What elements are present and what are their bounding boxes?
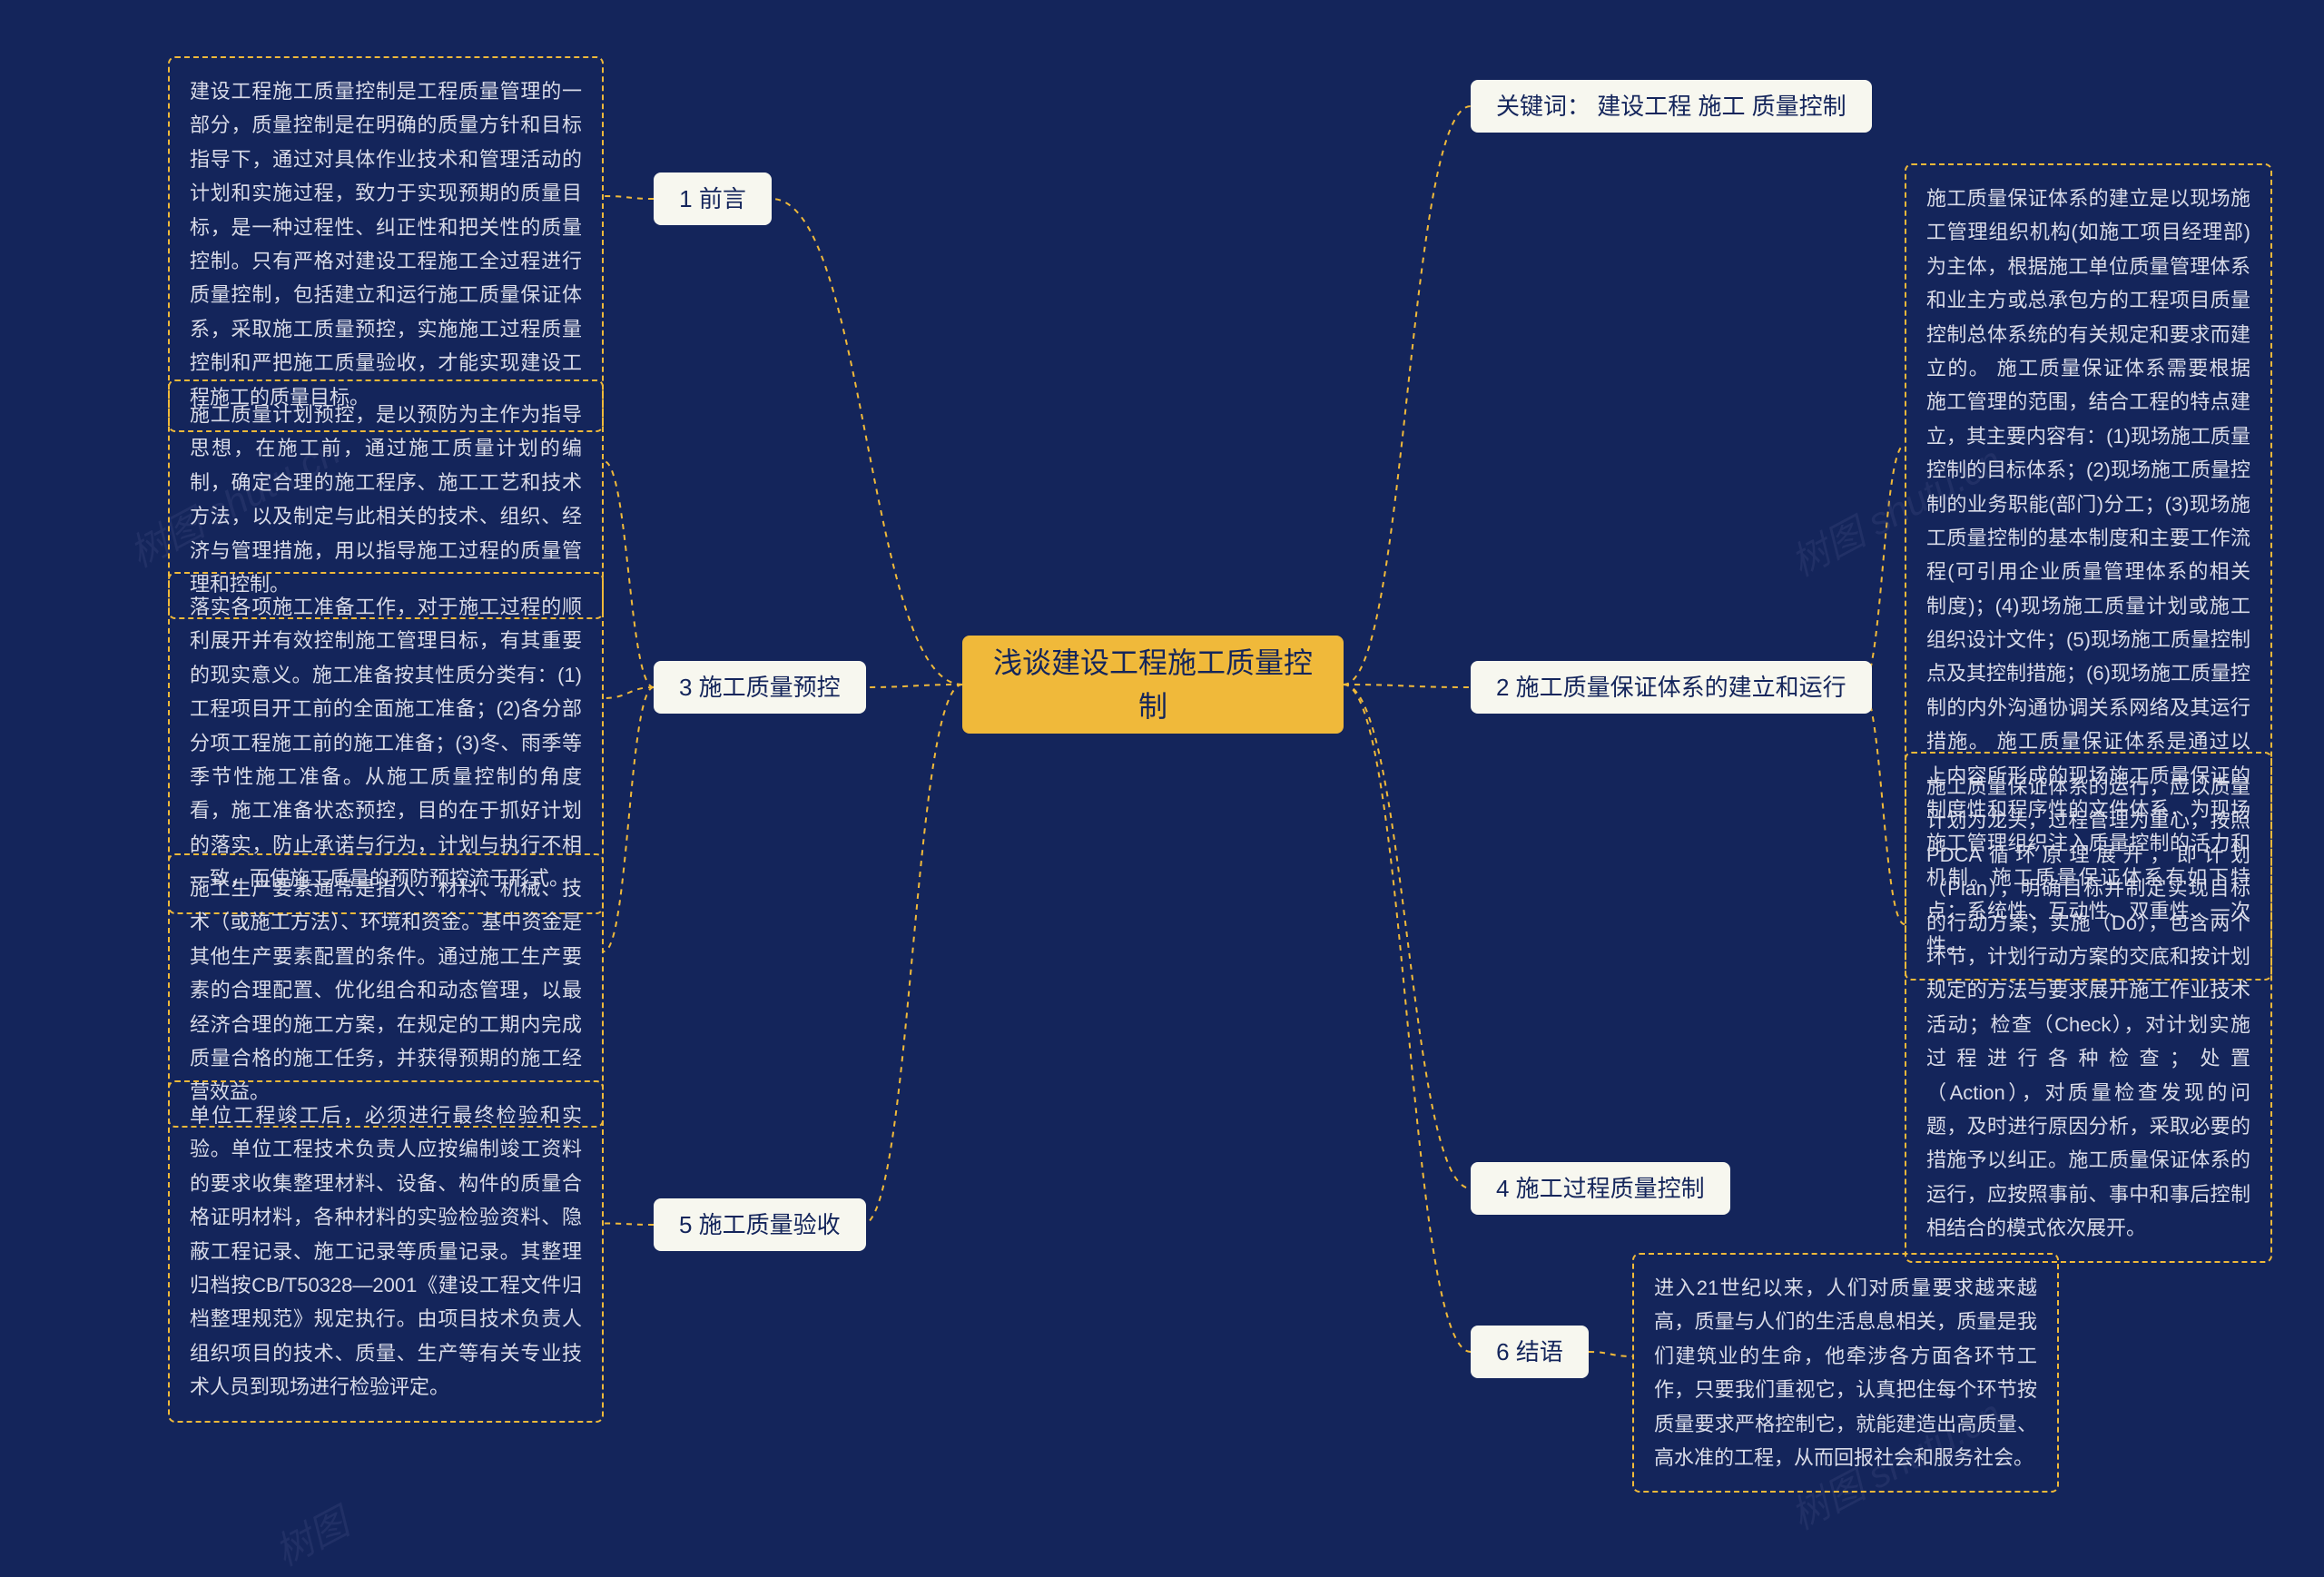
watermark: 树图 xyxy=(264,1493,358,1577)
branch-node: 关键词： 建设工程 施工 质量控制 xyxy=(1471,80,1872,133)
leaf-node: 建设工程施工质量控制是工程质量管理的一部分，质量控制是在明确的质量方针和目标指导… xyxy=(168,56,604,432)
leaf-node: 单位工程竣工后，必须进行最终检验和实验。单位工程技术负责人应按编制竣工资料的要求… xyxy=(168,1080,604,1423)
leaf-node: 进入21世纪以来，人们对质量要求越来越高，质量与人们的生活息息相关，质量是我们建… xyxy=(1632,1253,2059,1493)
branch-node: 5 施工质量验收 xyxy=(654,1198,866,1251)
branch-node: 3 施工质量预控 xyxy=(654,661,866,714)
branch-node: 6 结语 xyxy=(1471,1326,1589,1378)
mindmap-canvas: 树图 shutu.cn树图 shutu.cn树图 shutu.cn树图浅谈建设工… xyxy=(0,0,2324,1528)
branch-node: 2 施工质量保证体系的建立和运行 xyxy=(1471,661,1872,714)
leaf-node: 施工质量保证体系的运行，应以质量计划为龙头，过程管理为重心，按照PDCA循环原理… xyxy=(1905,752,2272,1263)
center-node: 浅谈建设工程施工质量控制 xyxy=(962,636,1344,734)
branch-node: 1 前言 xyxy=(654,172,772,225)
branch-node: 4 施工过程质量控制 xyxy=(1471,1162,1730,1215)
